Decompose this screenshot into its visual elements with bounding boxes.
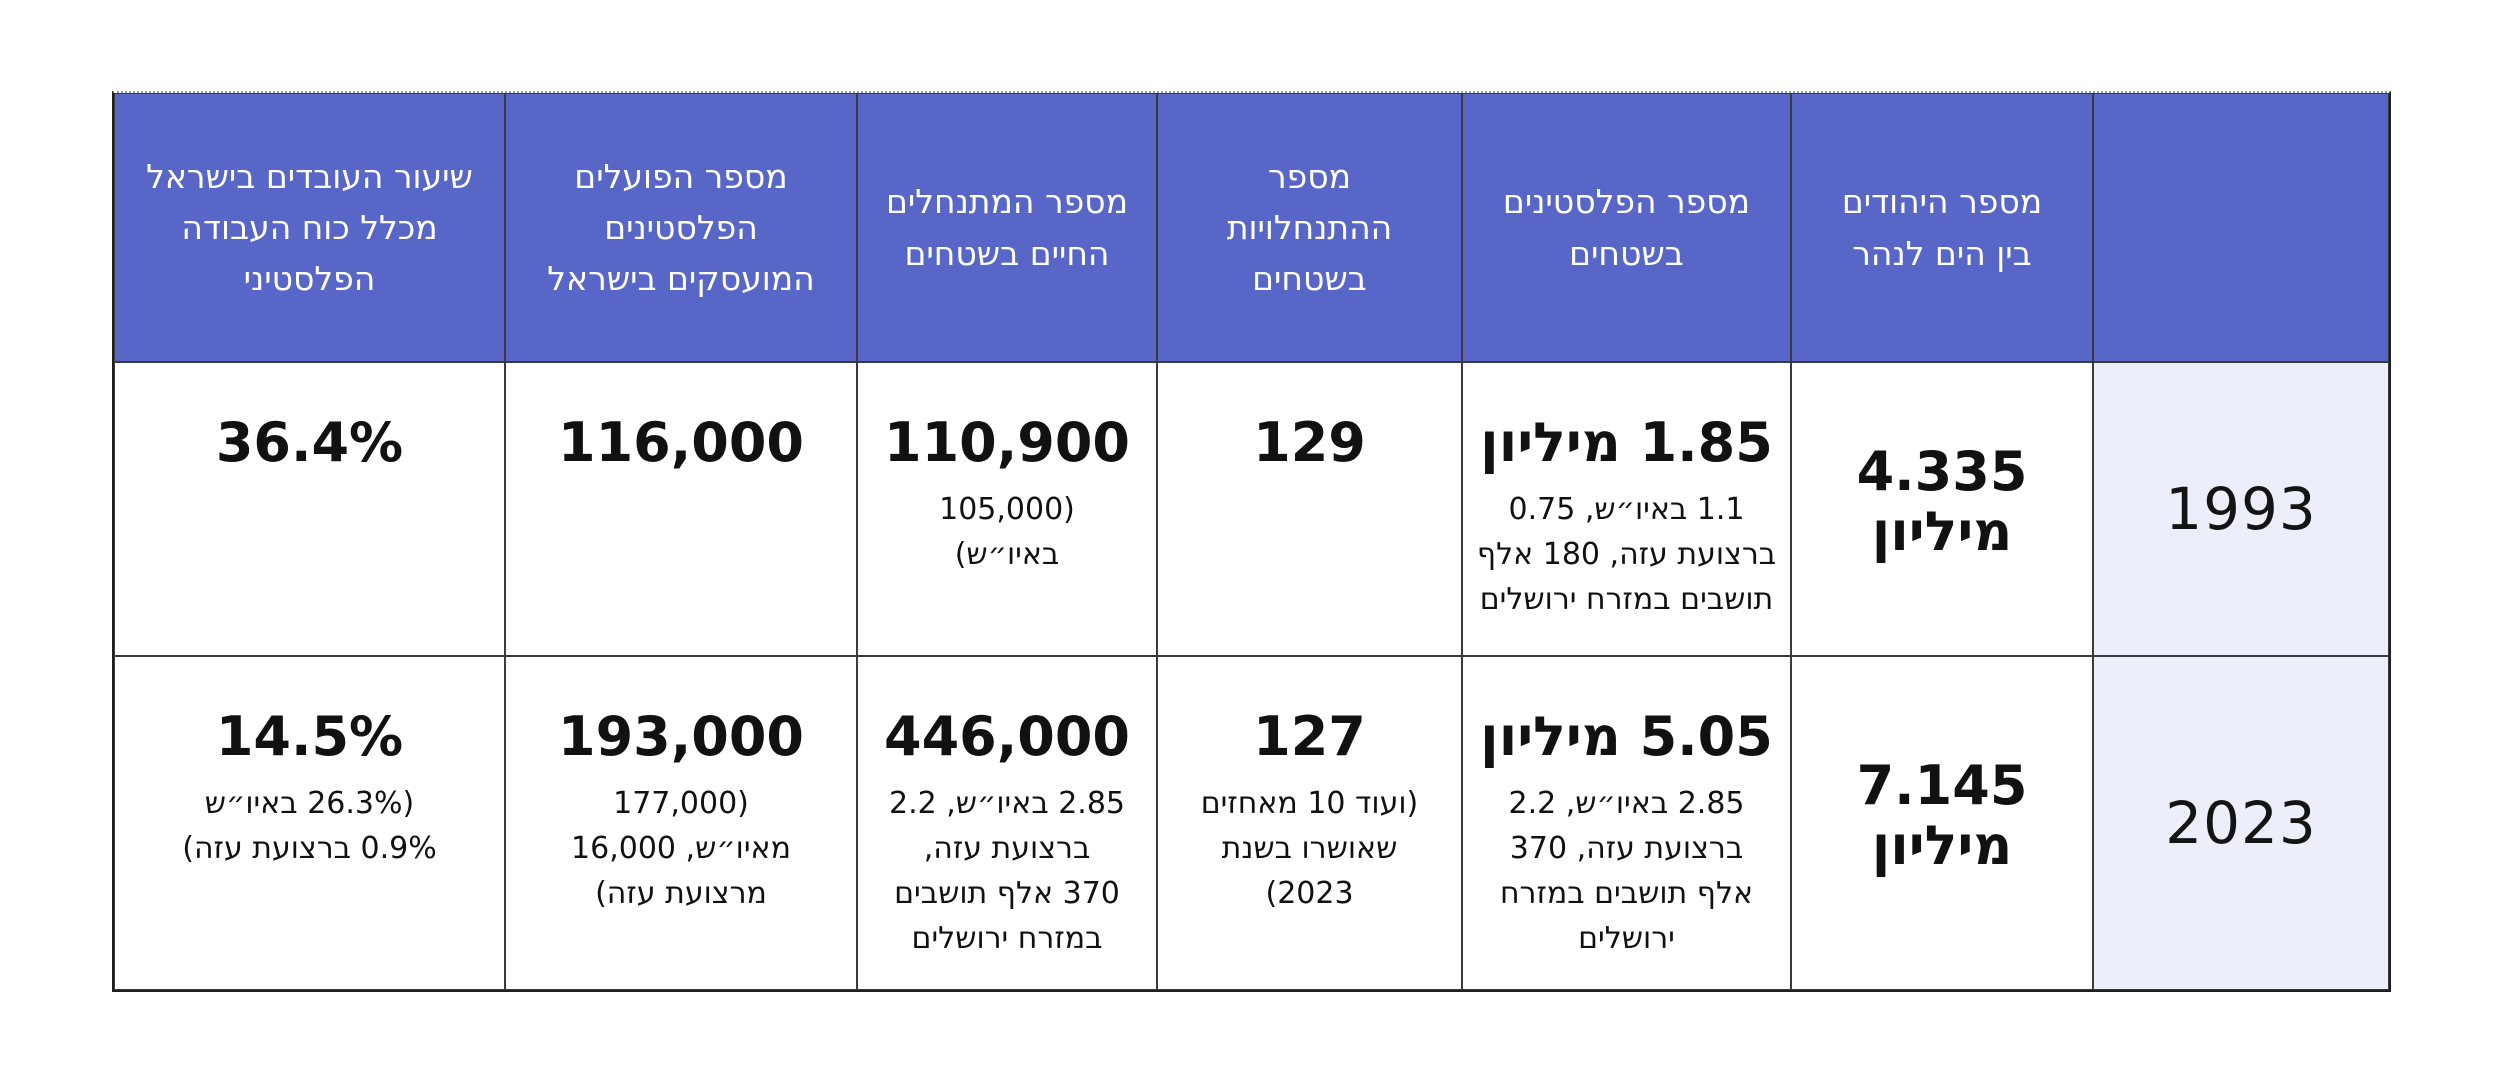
cell-main-value: 14.5% [215,705,404,768]
header-label-palestinians: מספר הפלסטינים בשטחים [1502,182,1751,273]
cell-1993-workers: 116,000 [505,362,857,656]
header-label-share: שיעור העובדים בישראל מכלל כוח העבודה הפל… [146,156,473,299]
cell-1993-palestinians: 1.85 מיליון 1.1 באיו״ש, 0.75 ברצועת עזה,… [1462,362,1791,656]
cell-1993-jews: 4.335 מיליון [1791,362,2093,656]
cell-main-value: 193,000 [558,705,804,768]
cell-2023-workers: 193,000 (177,000 מאיו״ש, 16,000 מרצועת ע… [505,656,857,990]
header-label-workers: מספר הפועלים הפלסטינים המועסקים בישראל [547,156,815,299]
header-cell-settlers: מספר המתנחלים החיים בשטחים [857,93,1157,362]
header-cell-settlements: מספר ההתנחלויות בשטחים [1157,93,1462,362]
cell-2023-share: 14.5% (26.3% באיו״ש 0.9% ברצועת עזה) [114,656,505,990]
cell-2023-palestinians: 5.05 מיליון 2.85 באיו״ש, 2.2 ברצועת עזה,… [1462,656,1791,990]
header-cell-share: שיעור העובדים בישראל מכלל כוח העבודה הפל… [114,93,505,362]
header-cell-palestinians: מספר הפלסטינים בשטחים [1462,93,1791,362]
cell-main-value: 129 [1253,411,1366,474]
header-cell-jews: מספר היהודים בין הים לנהר [1791,93,2093,362]
header-label-settlements: מספר ההתנחלויות בשטחים [1226,156,1393,299]
header-label-jews: מספר היהודים בין הים לנהר [1841,182,2043,273]
cell-2023-year: 2023 [2093,656,2389,990]
cell-main-value: 36.4% [215,411,404,474]
cell-sub-value: 1.1 באיו״ש, 0.75 ברצועת עזה, 180 אלף תוש… [1476,492,1777,618]
cell-main-value: 1.85 מיליון [1480,411,1773,474]
cell-sub-value: 2.85 באיו״ש, 2.2 ברצועת עזה, 370 אלף תוש… [889,786,1125,957]
year-value-1993: 1993 [2165,475,2317,543]
cell-1993-settlers: 110,900 (105,000 באיו״ש) [857,362,1157,656]
cell-sub-value: 2.85 באיו״ש, 2.2 ברצועת עזה, 370 אלף תוש… [1499,786,1754,957]
cell-main-value: 446,000 [884,705,1130,768]
cell-main-value: 110,900 [884,411,1130,474]
cell-sub-value: (177,000 מאיו״ש, 16,000 מרצועת עזה) [571,786,791,912]
header-cell-year [2093,93,2389,362]
header-cell-workers: מספר הפועלים הפלסטינים המועסקים בישראל [505,93,857,362]
cell-main-value: 116,000 [558,411,804,474]
cell-2023-jews: 7.145 מיליון [1791,656,2093,990]
cell-sub-value: (26.3% באיו״ש 0.9% ברצועת עזה) [182,786,437,867]
year-value-2023: 2023 [2165,789,2317,857]
cell-1993-year: 1993 [2093,362,2389,656]
cell-2023-settlements: 127 (ועוד 10 מאחזים שאושרו בשנת 2023) [1157,656,1462,990]
cell-1993-share: 36.4% [114,362,505,656]
cell-main-value: 5.05 מיליון [1480,705,1773,768]
cell-main-value: 7.145 מיליון [1856,753,2028,877]
cell-sub-value: (ועוד 10 מאחזים שאושרו בשנת 2023) [1200,786,1419,912]
header-label-settlers: מספר המתנחלים החיים בשטחים [885,182,1129,273]
cell-main-value: 127 [1253,705,1366,768]
cell-sub-value: (105,000 באיו״ש) [939,492,1075,573]
statistics-table: מספר היהודים בין הים לנהר מספר הפלסטינים… [112,91,2391,992]
cell-main-value: 4.335 מיליון [1856,439,2028,563]
cell-2023-settlers: 446,000 2.85 באיו״ש, 2.2 ברצועת עזה, 370… [857,656,1157,990]
cell-1993-settlements: 129 [1157,362,1462,656]
